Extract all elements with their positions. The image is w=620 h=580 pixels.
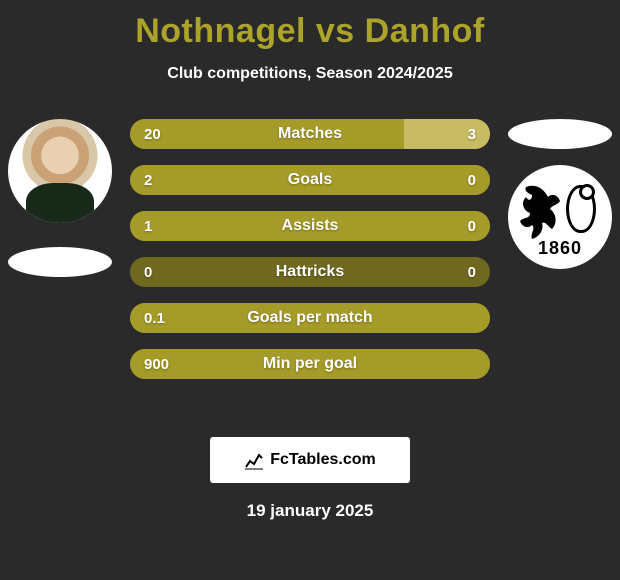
lion-icon [518, 183, 568, 241]
page-subtitle: Club competitions, Season 2024/2025 [0, 65, 620, 83]
stat-row: Goals per match0.1 [130, 303, 490, 333]
stat-right-value: 0 [468, 264, 476, 281]
stat-row: Hattricks0 0 [130, 257, 490, 287]
comparison-bars: Matches203Goals20Assists10Hattricks00Goa… [130, 119, 490, 395]
player-right-avatar-placeholder [508, 119, 612, 149]
stat-label: Hattricks [130, 263, 490, 281]
badge-year: 1860 [538, 238, 582, 259]
fctables-logo-icon [244, 450, 264, 470]
stat-right-value: 3 [468, 126, 476, 143]
stat-row: Goals2 0 [130, 165, 490, 195]
stat-label: Min per goal [130, 355, 490, 373]
player-left-club-placeholder [8, 247, 112, 277]
comparison-area: 1860 Matches203Goals20Assists10Hattricks… [0, 119, 620, 419]
stat-row: Matches20 3 [130, 119, 490, 149]
stat-label: Goals [130, 171, 490, 189]
stat-left-value: 0 [144, 264, 152, 281]
badge-loop-icon [566, 185, 596, 233]
stat-label: Matches [130, 125, 490, 143]
stat-row: Min per goal900 [130, 349, 490, 379]
branding-badge: FcTables.com [210, 437, 410, 483]
stat-right-value: 0 [468, 172, 476, 189]
snapshot-date: 19 january 2025 [0, 501, 620, 521]
page-title: Nothnagel vs Danhof [0, 0, 620, 51]
stat-right-value: 0 [468, 218, 476, 235]
stat-left-value: 1 [144, 218, 152, 235]
player-left-avatar [8, 119, 112, 223]
stat-left-value: 20 [144, 126, 161, 143]
stat-left-value: 2 [144, 172, 152, 189]
branding-text: FcTables.com [270, 451, 376, 469]
stat-row: Assists1 0 [130, 211, 490, 241]
stat-label: Goals per match [130, 309, 490, 327]
stat-label: Assists [130, 217, 490, 235]
player-right-club-badge: 1860 [508, 165, 612, 269]
stat-left-value: 900 [144, 356, 169, 373]
stat-left-value: 0.1 [144, 310, 165, 327]
